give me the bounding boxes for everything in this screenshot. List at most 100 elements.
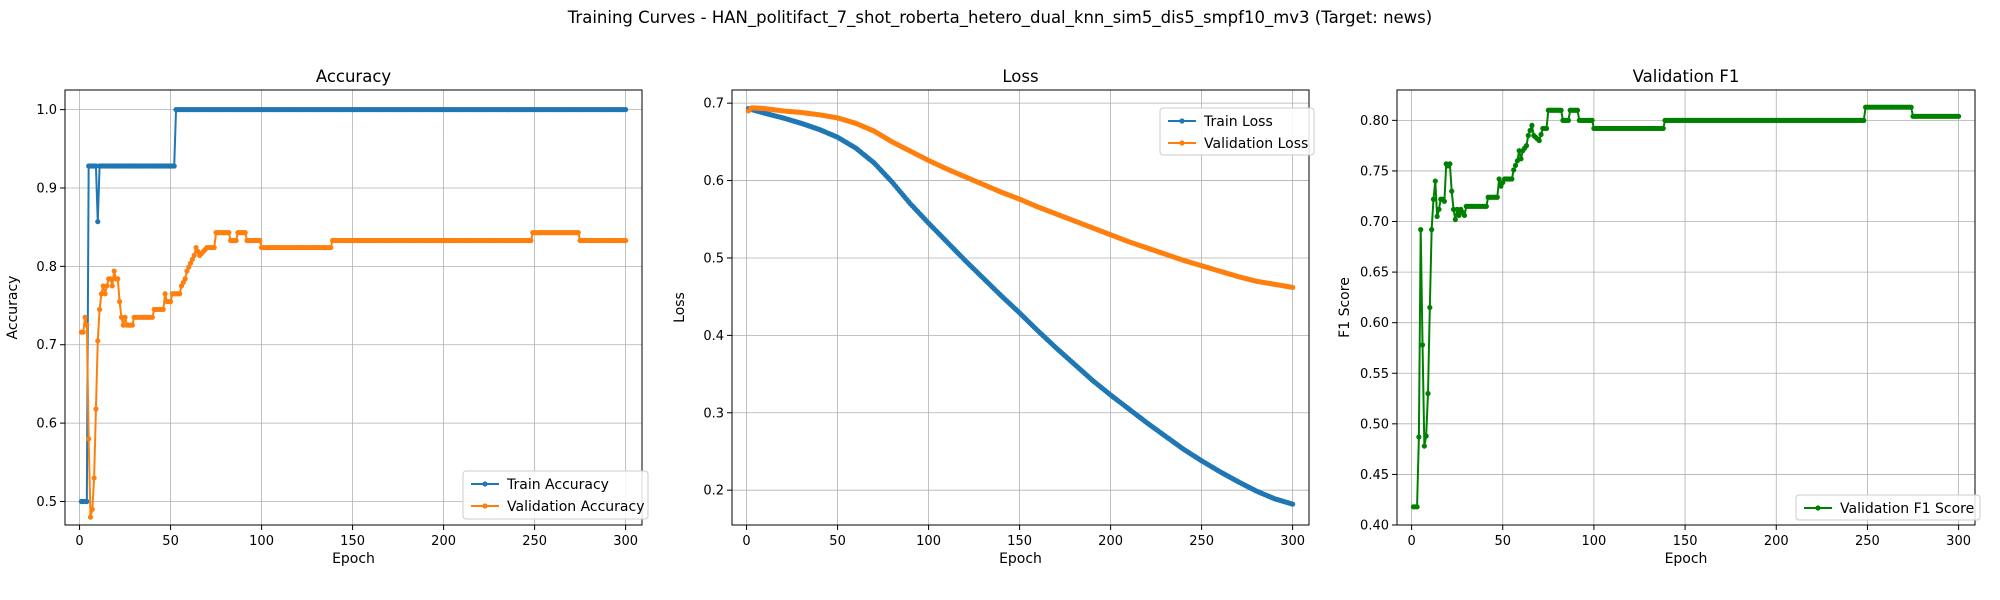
chart-1-y-tick-label-5: 0.7 [703,97,724,112]
chart-2-validation-f1-score-point [1427,304,1433,311]
chart-0-x-tick-label-3: 150 [340,534,365,549]
chart-1-plot-area [745,105,1296,507]
chart-0-validation-accuracy-point [242,230,248,236]
chart-0-validation-accuracy-point [528,237,534,244]
chart-2-validation-f1-score-point [1414,504,1420,510]
chart-2-y-tick-label-3: 0.55 [1360,367,1389,382]
chart-1-y-tick-label-0: 0.2 [703,484,724,499]
chart-0-validation-accuracy-point [107,276,114,282]
chart-0-title: Accuracy [316,67,392,86]
chart-2-validation-f1-score-point [1418,227,1424,233]
chart-2-validation-f1-score-point [1461,212,1468,219]
chart-1-x-axis-label: Epoch [999,551,1042,567]
chart-1-y-tick-label-3: 0.5 [703,251,724,266]
chart-1-y-tick-label-1: 0.3 [703,406,724,421]
chart-2-validation-f1-score-point [1511,167,1517,173]
chart-0-legend-label-1: Validation Accuracy [507,499,645,515]
chart-0-validation-accuracy-point [257,237,263,244]
chart-2-validation-f1-score-point [1518,156,1524,162]
chart-0-validation-accuracy-point [96,306,103,313]
chart-0-y-tick-label-5: 1.0 [36,103,57,118]
chart-1-y-tick-label-4: 0.6 [703,174,724,189]
chart-2-validation-f1-score-line [1413,106,1959,508]
chart-0-validation-accuracy-point [93,406,99,412]
chart-0-validation-accuracy-point [86,436,92,442]
chart-0-train-accuracy-point [171,163,177,169]
chart-1-title: Loss [1002,67,1038,86]
chart-0-validation-accuracy-point [104,283,110,289]
chart-2-title: Validation F1 [1633,67,1740,86]
chart-1-validation-loss-point [1290,284,1296,290]
chart-0-validation-accuracy-point [186,264,192,270]
chart-2-y-tick-label-8: 0.80 [1360,114,1389,129]
chart-2-validation-f1-score-point [1441,198,1448,204]
chart-2-y-tick-label-5: 0.65 [1360,266,1389,281]
chart-0-validation-accuracy-point [80,329,86,335]
chart-2-x-tick-label-0: 0 [1407,534,1415,549]
chart-0-validation-accuracy-point [193,244,199,251]
chart-1-train-loss-line [748,107,1293,506]
chart-1-legend-box [1159,107,1315,156]
chart-1-x-tick-label-1: 50 [829,534,846,549]
chart-0-plot-area [78,106,629,520]
chart-2-validation-f1-score-point [1523,143,1530,149]
figure-title: Training Curves - HAN_politifact_7_shot_… [567,8,1433,27]
chart-2-validation-f1-score-point [1447,161,1453,167]
chart-0-x-tick-label-1: 50 [162,534,179,549]
chart-2-x-tick-label-3: 150 [1673,534,1698,549]
chart-0-validation-accuracy-point [184,268,190,274]
chart-0-validation-accuracy-point [98,291,104,297]
chart-0-y-tick-label-1: 0.6 [36,417,57,432]
chart-2-validation-f1-score-point [1454,206,1460,212]
chart-1-legend-marker-1 [1179,140,1185,146]
chart-2-validation-f1-score-point [1529,122,1535,129]
chart-2-x-tick-label-6: 300 [1946,534,1971,549]
chart-1-plot-frame [731,89,1310,526]
chart-0-legend-box [462,470,649,520]
chart-2-validation-f1-score-point [1423,433,1429,439]
chart-1-train-loss-point [1290,501,1296,507]
chart-0-x-axis-label: Epoch [332,551,375,567]
chart-1-y-axis-label: Loss [672,292,688,323]
chart-2-validation-f1-score-point [1558,107,1564,113]
chart-0-validation-accuracy-point [226,230,232,236]
chart-2-plot-area [1410,104,1962,510]
chart-0-x-tick-label-0: 0 [75,534,83,549]
chart-2-validation-f1-score-point [1527,127,1533,134]
chart-0-validation-accuracy-point [162,291,168,297]
chart-2-validation-f1-score-point [1908,104,1914,110]
chart-2-validation-f1-score-point [1955,113,1962,119]
chart-2-legend-marker-0 [1815,505,1821,511]
chart-0-validation-accuracy-point [167,299,174,305]
chart-2-x-tick-label-1: 50 [1494,534,1511,549]
chart-0-y-tick-label-0: 0.5 [36,495,57,510]
chart-0-validation-accuracy-point [95,338,101,344]
chart-0-validation-accuracy-point [191,252,197,258]
chart-1-legend-marker-0 [1179,118,1185,124]
chart-0-x-tick-label-2: 100 [249,534,274,549]
chart-0-x-tick-label-4: 200 [431,534,456,549]
chart-1-x-tick-label-3: 150 [1007,534,1032,549]
chart-0-validation-accuracy-point [118,314,125,320]
chart-0-validation-accuracy-point [122,314,128,320]
chart-2-validation-f1-score-point [1456,212,1462,219]
chart-2-validation-f1-score-point [1432,178,1438,184]
chart-2-y-tick-label-7: 0.75 [1360,164,1389,179]
chart-0-validation-accuracy-point [182,276,188,282]
chart-1-legend-label-0: Train Loss [1203,114,1273,130]
chart-2-validation-f1-score-point [1536,137,1542,144]
chart-2-legend-box [1795,494,1981,521]
chart-2-y-tick-label-4: 0.60 [1360,316,1389,331]
chart-0-train-accuracy-point [623,106,629,113]
chart-0-validation-accuracy-point [89,506,95,512]
chart-2-validation-f1-score-point [1436,206,1442,212]
chart-1-x-tick-label-6: 300 [1280,534,1305,549]
chart-2-legend-label-0: Validation F1 Score [1840,501,1974,517]
chart-2-validation-f1-score-point [1525,132,1531,139]
chart-2-validation-f1-score-point [1496,176,1502,182]
chart-1-x-tick-label-0: 0 [742,534,750,549]
chart-0-train-accuracy-point [84,498,90,505]
chart-2-validation-f1-score-point [1861,117,1867,123]
chart-2-validation-f1-score-point [1574,107,1581,113]
chart-2-validation-f1-score-point [1416,434,1422,440]
